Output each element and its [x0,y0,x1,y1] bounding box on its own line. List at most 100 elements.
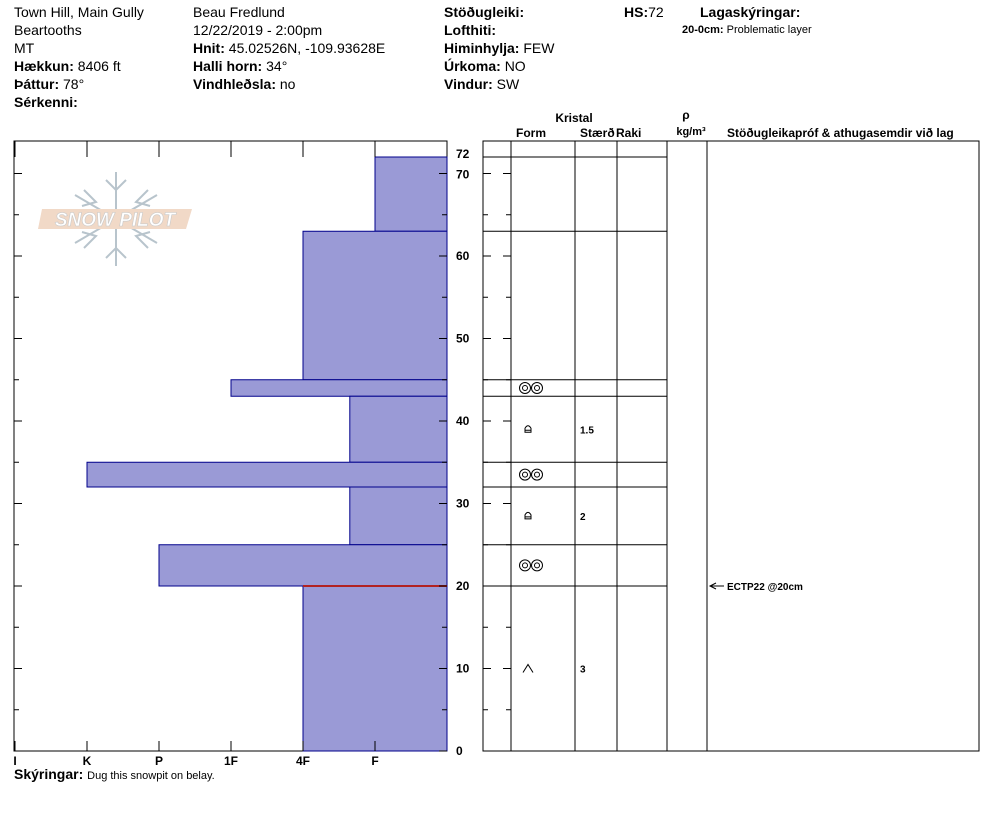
crystal-circle [522,562,528,569]
aspect-row: Þáttur: 78° [14,75,84,93]
hardness-label: 4F [296,754,310,768]
crystal-circle [519,559,531,572]
crystal-circle [531,382,543,394]
features-row: Sérkenni: [14,93,78,111]
stability-test: ECTP22 @20cm [708,582,803,593]
hardness-label: 1F [224,754,238,768]
layer-bar [349,486,448,546]
location: Town Hill, Main Gully [14,4,144,20]
depth-label: 72 [456,147,470,161]
sky-row: Himinhylja: FEW [444,39,554,57]
depth-label: 50 [456,332,470,346]
air-temp-label: Lofthiti: [444,22,497,38]
depth-label: 20 [456,579,470,593]
density-header: kg/m³ [676,126,706,138]
slope-value: 34° [266,58,288,74]
logo-text: SNOW PILOT [55,210,177,231]
crystal-circle [522,471,528,478]
aspect-value: 78° [63,76,85,92]
hardness-axis: I K P 1F 4F F [13,141,379,768]
sky-label: Himinhylja: [444,40,520,56]
coords-row: Hnit: 45.02526N, -109.93628E [193,39,385,57]
crystal-circle [534,471,540,478]
layer-note-text: Problematic layer [726,24,812,36]
surface-hoar-icon [524,511,532,520]
range: Beartooths [14,22,82,38]
crystal-row [519,382,543,394]
crystal-circle [519,468,531,481]
crystal-size: 1.5 [580,425,594,436]
hs-value: 72 [648,4,664,20]
depth-label: 60 [456,249,470,263]
precipitation-particles-icon [519,382,543,394]
crystal-circle [534,385,540,391]
wind-loading-row: Vindhleðsla: no [193,75,295,93]
wind-row: Vindur: SW [444,75,519,93]
form-header: Form [516,126,546,140]
elevation-label: Hækkun: [14,58,74,74]
notes-label: Skýringar: [14,766,84,782]
depth-label: 40 [456,414,470,428]
depth-label: 0 [456,744,463,758]
crystal-circle [519,382,531,394]
layer-bar [302,230,448,381]
precipitation-particles-icon [519,468,543,481]
hardness-label: F [371,754,378,768]
stability-tests: ECTP22 @20cm [708,582,803,593]
crystal-shape [524,425,532,433]
crystal-shape [524,511,532,520]
crystal-circle [531,559,543,572]
hardness-label: I [13,754,16,768]
layer-bar [230,379,448,397]
arrow-icon [708,582,717,590]
hardness-label: P [155,754,163,768]
air-temp-row: Lofthiti: [444,21,496,39]
slope-label: Halli horn: [193,58,263,74]
surface-hoar-icon [524,425,532,433]
wind-loading-value: no [279,76,296,92]
crystal-rows: 1.5 2 3 [519,382,594,676]
snowpilot-logo: SNOW PILOT [38,172,192,266]
notes-text: Dug this snowpit on belay. [87,770,215,782]
tests-header: Stöðugleikapróf & athugasemdir við lag [727,126,954,140]
stability-label: Stöðugleiki: [444,4,525,20]
layer-bar [86,461,448,488]
depth-hoar-icon [522,663,534,673]
crystal-size: 3 [580,665,586,676]
datetime: 12/22/2019 - 2:00pm [193,22,323,38]
precip-value: NO [504,58,526,74]
stability-test-label: ECTP22 @20cm [727,582,803,593]
logo-banner [38,209,192,229]
crystal-row: 1.5 [524,425,594,436]
stability-row: Stöðugleiki: [444,3,524,21]
crystal-circle [534,562,540,569]
precip-label: Úrkoma: [444,58,501,74]
layer-note: 20-0cm: Problematic layer [682,24,812,36]
moisture-header: Raki [616,126,641,140]
layer-bar [349,395,448,463]
precipitation-particles-icon [519,559,543,572]
size-header: Stærð [580,126,615,140]
crystal-size: 2 [580,512,586,523]
crystal-row: 2 [524,511,586,523]
elevation-row: Hækkun: 8406 ft [14,57,121,75]
crystal-header: Kristal [555,111,592,125]
crystal-circle [531,468,543,481]
layer-bar [302,585,448,752]
aspect-label: Þáttur: [14,76,60,92]
layer-bar [374,156,448,232]
wind-value: SW [496,76,520,92]
crystal-row [519,559,543,572]
hardness-label: K [83,754,92,768]
layer-notes-row: Lagaskýringar: [700,3,800,21]
layer-bar [158,544,448,587]
rho-header: ρ [682,108,689,122]
coords-value: 45.02526N, -109.93628E [228,40,386,56]
crystal-circle [522,385,528,391]
sky-value: FEW [523,40,555,56]
notes: Skýringar: Dug this snowpit on belay. [14,766,215,782]
layer-note-depth: 20-0cm: [682,24,724,36]
hs-row: HS:72 [624,3,664,21]
wind-loading-label: Vindhleðsla: [193,76,276,92]
